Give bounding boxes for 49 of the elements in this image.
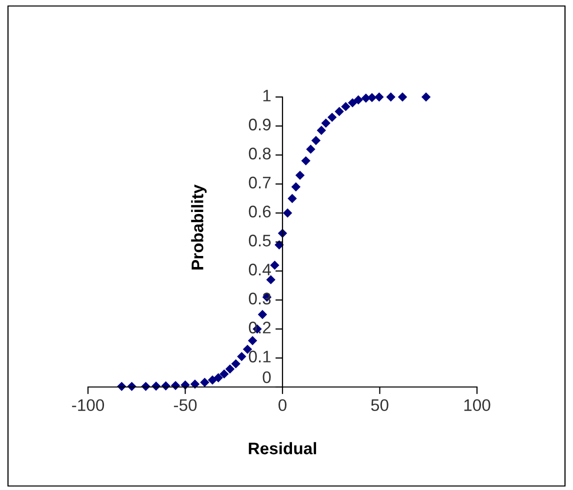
- point: [327, 112, 337, 122]
- point: [367, 92, 377, 102]
- x-tick-label: -50: [174, 399, 197, 412]
- x-tick-label: -100: [72, 399, 104, 412]
- y-tick-label: 0.5: [248, 234, 271, 246]
- point: [348, 98, 358, 108]
- point: [398, 92, 408, 102]
- point: [295, 170, 305, 180]
- point: [220, 369, 229, 379]
- point: [208, 375, 218, 385]
- point: [170, 380, 180, 390]
- y-tick-label: 1: [263, 90, 271, 102]
- y-tick-label: 0.6: [248, 206, 271, 218]
- point: [334, 106, 344, 116]
- point: [214, 373, 223, 382]
- point: [301, 156, 310, 166]
- point: [291, 182, 301, 192]
- point: [321, 118, 330, 128]
- point: [237, 352, 246, 362]
- point: [248, 336, 258, 346]
- x-tick-label: 50: [371, 399, 388, 412]
- x-axis-title: Residual: [248, 442, 316, 454]
- y-tick-label: 0.4: [248, 264, 271, 276]
- point: [311, 136, 321, 146]
- point: [341, 102, 350, 112]
- y-axis-title: Probability: [191, 184, 207, 270]
- point: [225, 364, 235, 374]
- y-tick-label: 0.7: [248, 176, 271, 188]
- point: [421, 92, 431, 102]
- point: [274, 240, 284, 250]
- y-tick-label: 0: [262, 371, 271, 384]
- x-tick-label: 0: [278, 399, 286, 412]
- point: [316, 126, 326, 135]
- point: [258, 310, 268, 320]
- point: [270, 260, 280, 270]
- x-tick-label: 100: [464, 399, 490, 412]
- point: [354, 95, 363, 105]
- y-tick-label: 0.9: [248, 118, 271, 130]
- y-tick-label: 0.1: [248, 350, 271, 362]
- point: [266, 275, 276, 284]
- point: [200, 378, 210, 387]
- point: [386, 92, 396, 102]
- point: [288, 194, 297, 204]
- point: [231, 359, 240, 368]
- y-tick-label: 0.8: [248, 148, 271, 160]
- point: [190, 379, 200, 389]
- point: [306, 144, 316, 154]
- point: [282, 208, 292, 218]
- point: [374, 92, 384, 102]
